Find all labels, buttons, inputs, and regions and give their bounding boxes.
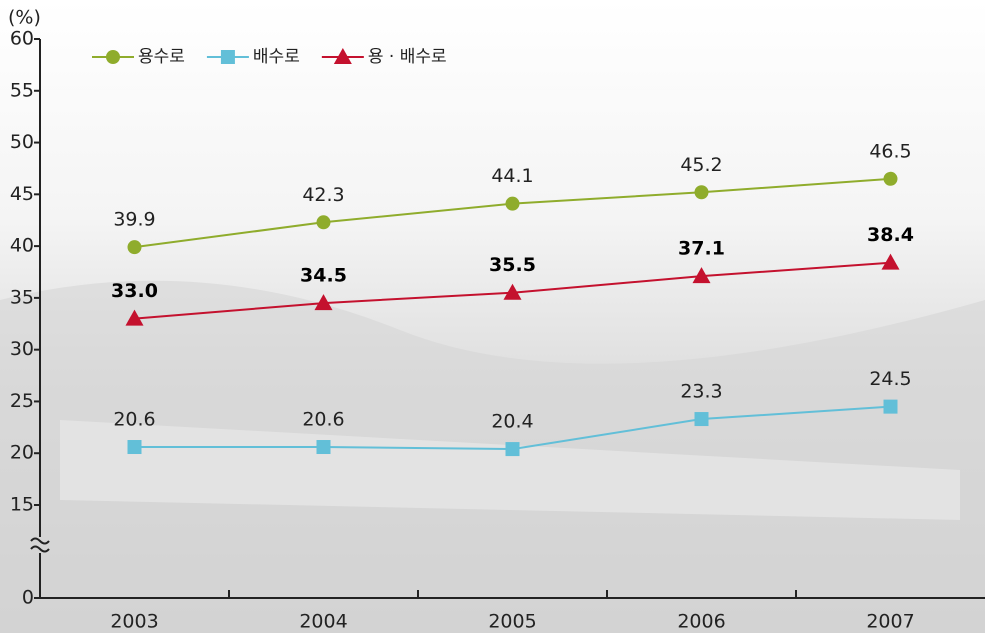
data-label: 20.6 — [113, 409, 155, 431]
data-point — [884, 400, 898, 414]
y-tick-label: 25 — [10, 390, 34, 412]
y-tick-label: 50 — [10, 131, 34, 153]
data-point — [317, 440, 331, 454]
data-point — [128, 440, 142, 454]
y-tick-label: 0 — [22, 587, 34, 609]
data-label: 37.1 — [678, 238, 725, 260]
data-label: 20.4 — [491, 411, 533, 433]
data-point — [128, 240, 142, 254]
data-label: 24.5 — [869, 368, 911, 390]
legend-label: 용 · 배수로 — [368, 47, 447, 67]
x-tick-label: 2006 — [677, 611, 725, 633]
y-tick-label: 35 — [10, 286, 34, 308]
data-point — [695, 185, 709, 199]
data-point — [506, 442, 520, 456]
y-tick-label: 20 — [10, 442, 34, 464]
data-point — [317, 215, 331, 229]
data-label: 35.5 — [489, 254, 536, 276]
x-tick-label: 2005 — [488, 611, 536, 633]
data-point — [506, 197, 520, 211]
y-tick-label: 45 — [10, 183, 34, 205]
y-tick-label: 30 — [10, 338, 34, 360]
data-label: 23.3 — [680, 381, 722, 403]
legend-label: 용수로 — [138, 47, 185, 67]
chart: (%) 0 15 20 25 30 35 40 45 50 55 60 2003 2004 2005 200… — [0, 0, 985, 633]
data-label: 20.6 — [302, 409, 344, 431]
data-point — [695, 412, 709, 426]
data-label: 39.9 — [113, 209, 155, 231]
x-tick-label: 2003 — [110, 611, 158, 633]
x-tick-label: 2007 — [866, 611, 914, 633]
y-tick-label: 15 — [10, 494, 34, 516]
y-tick-label: 55 — [10, 79, 34, 101]
data-label: 46.5 — [869, 140, 911, 162]
y-axis-label: (%) — [8, 7, 41, 29]
legend-marker — [106, 50, 120, 64]
legend-marker — [221, 50, 235, 64]
data-label: 45.2 — [680, 154, 722, 176]
data-label: 38.4 — [867, 224, 914, 246]
data-label: 42.3 — [302, 184, 344, 206]
data-label: 34.5 — [300, 265, 347, 287]
y-tick-label: 40 — [10, 235, 34, 257]
legend-label: 배수로 — [253, 47, 300, 67]
x-tick-label: 2004 — [299, 611, 347, 633]
data-point — [884, 172, 898, 186]
data-label: 44.1 — [491, 165, 533, 187]
y-tick-label: 60 — [10, 28, 34, 50]
data-label: 33.0 — [111, 280, 158, 302]
